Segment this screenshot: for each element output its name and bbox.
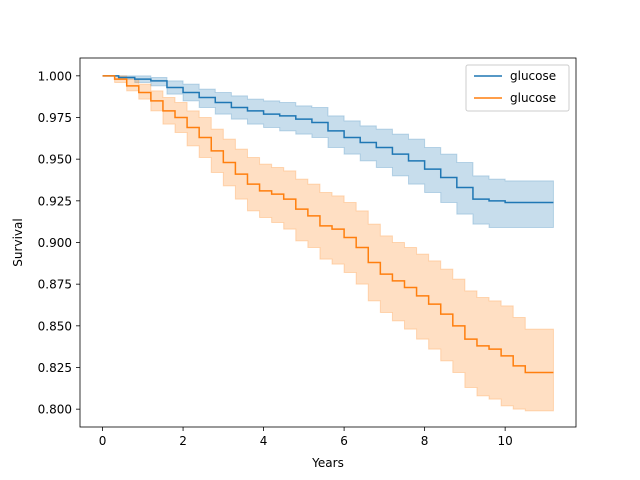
x-tick-label: 6 bbox=[340, 434, 348, 448]
confidence-band-series-1 bbox=[102, 75, 554, 228]
x-axis-label: Years bbox=[311, 456, 344, 470]
y-tick-label: 0.925 bbox=[38, 194, 72, 208]
survival-line-series-1 bbox=[102, 75, 554, 204]
y-tick-label: 0.875 bbox=[38, 278, 72, 292]
y-tick-label: 0.825 bbox=[38, 361, 72, 375]
survival-line-series-2 bbox=[102, 75, 554, 374]
y-axis-ticks: 0.800 0.825 0.850 0.875 0.900 0.925 0.950 0.975… bbox=[38, 69, 80, 417]
legend-label-series-2: glucose bbox=[510, 91, 556, 105]
y-tick-label: 0.900 bbox=[38, 236, 72, 250]
confidence-bands bbox=[102, 75, 554, 412]
confidence-band-series-2 bbox=[102, 75, 554, 412]
y-tick-label: 0.975 bbox=[38, 111, 72, 125]
legend-label-series-1: glucose bbox=[510, 69, 556, 83]
survival-lines bbox=[102, 75, 554, 374]
x-tick-label: 4 bbox=[260, 434, 268, 448]
y-tick-label: 0.800 bbox=[38, 403, 72, 417]
x-tick-label: 8 bbox=[421, 434, 429, 448]
x-tick-label: 10 bbox=[498, 434, 513, 448]
x-tick-label: 0 bbox=[99, 434, 107, 448]
x-axis-ticks: 0 2 4 6 8 10 bbox=[99, 427, 513, 448]
legend: glucose glucose bbox=[465, 64, 570, 112]
y-tick-label: 0.850 bbox=[38, 319, 72, 333]
y-tick-label: 1.000 bbox=[38, 69, 72, 83]
x-tick-label: 2 bbox=[179, 434, 187, 448]
y-tick-label: 0.950 bbox=[38, 153, 72, 167]
y-axis-label: Survival bbox=[11, 218, 25, 266]
